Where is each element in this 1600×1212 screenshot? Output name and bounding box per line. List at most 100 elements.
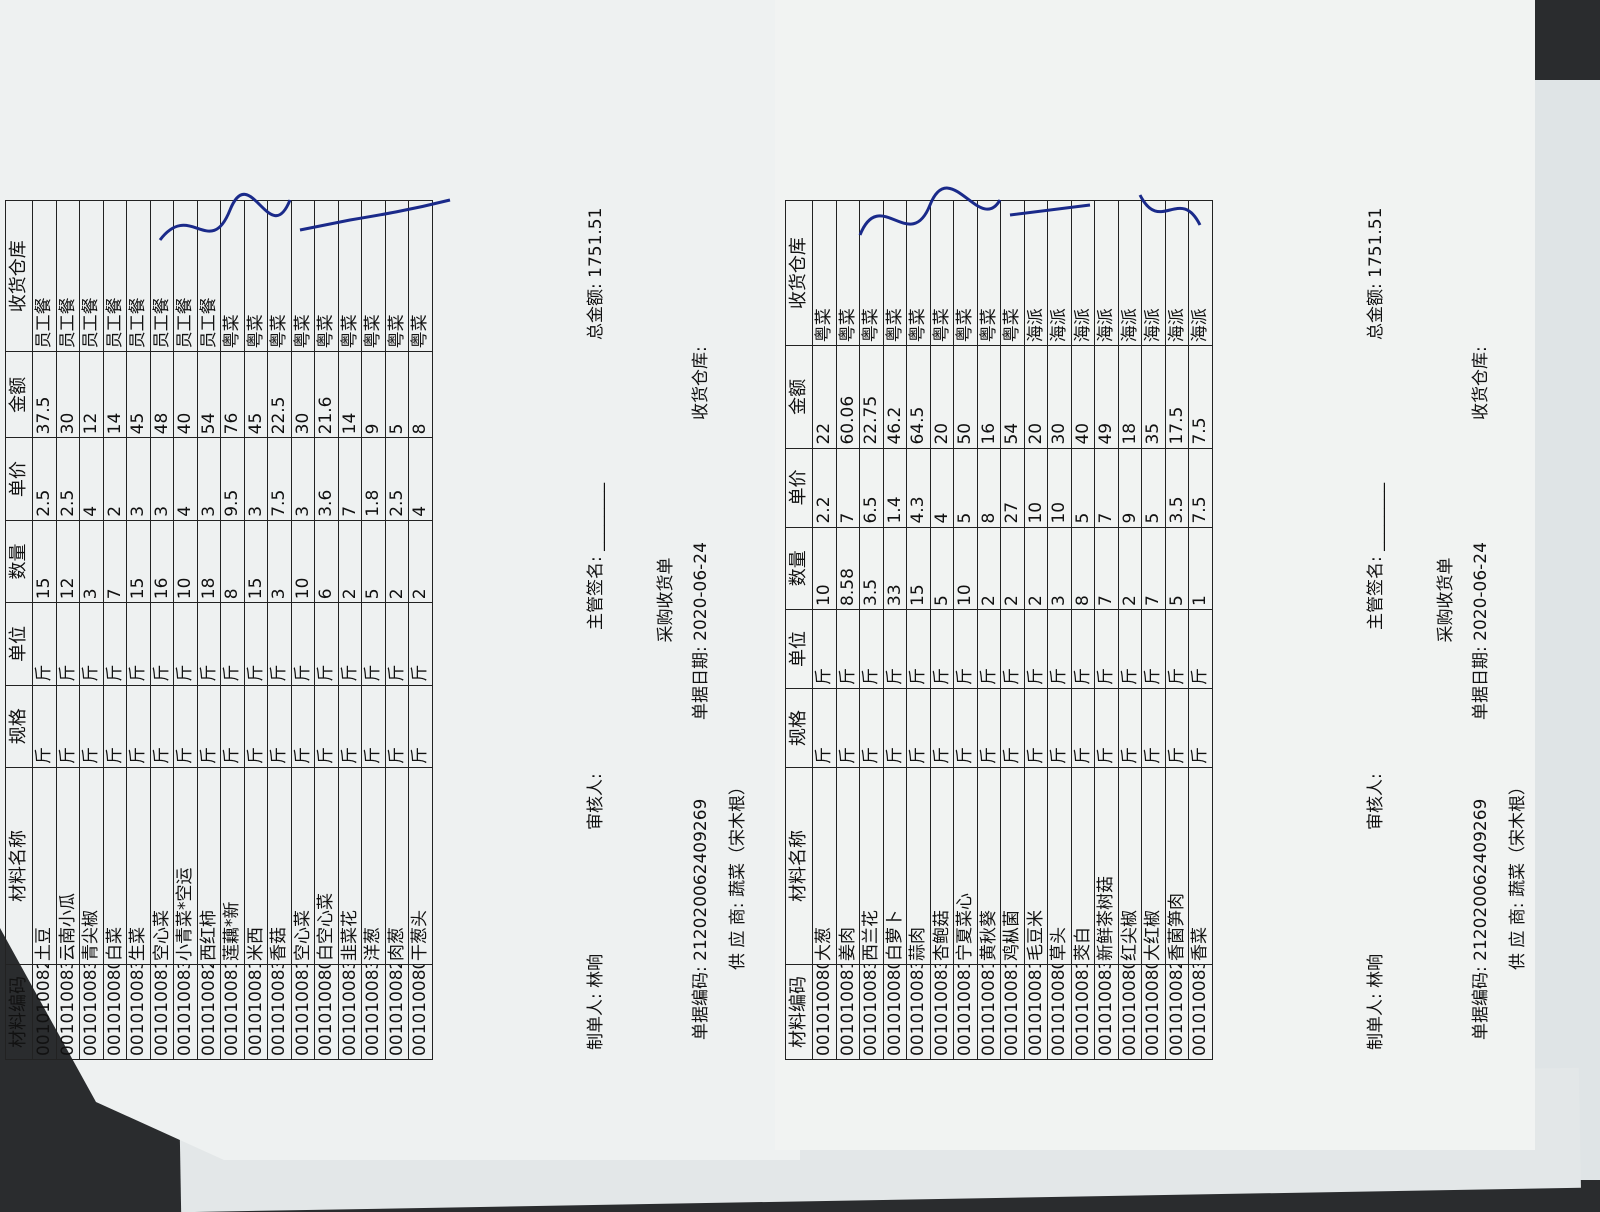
table-cell: 0010100817 bbox=[1024, 964, 1048, 1060]
table-cell: 斤 bbox=[1024, 688, 1048, 768]
table-cell: 粤菜 bbox=[314, 200, 338, 352]
table-cell: 海派 bbox=[1188, 200, 1212, 346]
table-cell: 7.5 bbox=[1188, 448, 1212, 528]
table-cell: 10 bbox=[1047, 448, 1071, 528]
table-cell: 姜肉 bbox=[836, 767, 860, 965]
table-cell: 斤 bbox=[930, 688, 954, 768]
table-cell: 空心菜 bbox=[291, 767, 315, 965]
table-cell: 0010100819 bbox=[953, 964, 977, 1060]
table-cell: 2 bbox=[385, 520, 409, 603]
table-cell: 斤 bbox=[361, 602, 385, 686]
table-cell: 3 bbox=[1047, 527, 1071, 610]
table-cell: 9 bbox=[361, 351, 385, 438]
table-cell: 斤 bbox=[906, 688, 930, 768]
table-cell: 土豆 bbox=[32, 767, 56, 965]
table-cell: 0010100811 bbox=[977, 964, 1001, 1060]
table-cell: 7 bbox=[103, 520, 127, 603]
table-cell: 白菜 bbox=[103, 767, 127, 965]
maker-label: 制单人: 林响 bbox=[1366, 953, 1386, 1050]
document-title: 采购收货单 bbox=[1436, 557, 1456, 643]
receipt-table: 材料编码 材料名称 规格 单位 数量 单价 金额 收货仓库 0010100826 土豆斤斤 15 2.… bbox=[5, 200, 433, 1060]
table-cell: 员工餐 bbox=[56, 200, 80, 352]
table-row: 0010100800 干葱头斤斤 2 4 8 粤菜 bbox=[408, 200, 432, 1060]
table-cell: 2.2 bbox=[812, 448, 836, 528]
table-cell: 斤 bbox=[859, 609, 883, 689]
column-header: 收货仓库 bbox=[785, 200, 813, 346]
table-cell: 46.2 bbox=[883, 345, 907, 449]
table-row: 0010100800 白菜斤斤 7 2 14 员工餐 bbox=[103, 200, 127, 1060]
table-cell: 斤 bbox=[836, 609, 860, 689]
table-cell: 0010100800 bbox=[103, 964, 127, 1060]
table-cell: 斤 bbox=[1094, 688, 1118, 768]
column-header: 数量 bbox=[785, 527, 813, 610]
table-cell: 10 bbox=[173, 520, 197, 603]
table-cell: 斤 bbox=[56, 685, 80, 768]
table-cell: 干葱头 bbox=[408, 767, 432, 965]
table-row: 0010100800 白萝卜斤斤 33 1.4 46.2 粤菜 bbox=[883, 200, 907, 1060]
table-cell: 0010100834 bbox=[859, 964, 883, 1060]
table-cell: 7 bbox=[836, 448, 860, 528]
table-cell: 毛豆米 bbox=[1024, 767, 1048, 965]
table-cell: 0010100829 bbox=[1165, 964, 1189, 1060]
table-cell: 45 bbox=[244, 351, 268, 438]
table-cell: 海派 bbox=[1024, 200, 1048, 346]
table-cell: 斤 bbox=[197, 602, 221, 686]
column-header: 规格 bbox=[5, 685, 33, 768]
table-cell: 20 bbox=[930, 345, 954, 449]
table-cell: 斤 bbox=[1188, 609, 1212, 689]
table-cell: 22.5 bbox=[267, 351, 291, 438]
column-header: 材料名称 bbox=[785, 767, 813, 965]
column-header: 材料编码 bbox=[785, 964, 813, 1060]
table-cell: 肉葱 bbox=[385, 767, 409, 965]
table-cell: 斤 bbox=[408, 685, 432, 768]
table-row: 0010100800 白空心菜斤斤 6 3.6 21.6 粤菜 bbox=[314, 200, 338, 1060]
table-cell: 斤 bbox=[812, 688, 836, 768]
warehouse-label: 收货仓库: bbox=[691, 346, 711, 420]
table-cell: 莲藕*新 bbox=[220, 767, 244, 965]
table-cell: 员工餐 bbox=[150, 200, 174, 352]
table-cell: 斤 bbox=[314, 602, 338, 686]
column-header: 金额 bbox=[785, 345, 813, 449]
table-cell: 粤菜 bbox=[977, 200, 1001, 346]
column-header: 单价 bbox=[5, 437, 33, 521]
table-cell: 17.5 bbox=[1165, 345, 1189, 449]
table-cell: 斤 bbox=[244, 602, 268, 686]
table-cell: 斤 bbox=[220, 685, 244, 768]
table-row: 0010100814 空心菜斤斤 10 3 30 粤菜 bbox=[291, 200, 315, 1060]
table-cell: 2 bbox=[1118, 527, 1142, 610]
table-cell: 员工餐 bbox=[126, 200, 150, 352]
table-cell: 0010100831 bbox=[930, 964, 954, 1060]
doc-number: 单据编码: 212020062409269 bbox=[1471, 798, 1491, 1040]
table-cell: 10 bbox=[812, 527, 836, 610]
table-cell: 斤 bbox=[32, 602, 56, 686]
table-cell: 1 bbox=[1188, 527, 1212, 610]
table-row: 0010100814 空心菜斤斤 16 3 48 员工餐 bbox=[150, 200, 174, 1060]
table-header-row: 材料编码 材料名称 规格 单位 数量 单价 金额 收货仓库 bbox=[5, 200, 33, 1060]
table-cell: 粤菜 bbox=[930, 200, 954, 346]
table-cell: 0010100814 bbox=[150, 964, 174, 1060]
table-cell: 空心菜 bbox=[150, 767, 174, 965]
table-cell: 5 bbox=[385, 351, 409, 438]
table-cell: 斤 bbox=[267, 685, 291, 768]
column-header: 规格 bbox=[785, 688, 813, 768]
table-cell: 粤菜 bbox=[267, 200, 291, 352]
table-row: 0010100834 香菇斤斤 3 7.5 22.5 粤菜 bbox=[267, 200, 291, 1060]
table-cell: 斤 bbox=[1000, 688, 1024, 768]
table-cell: 员工餐 bbox=[103, 200, 127, 352]
table-cell: 斤 bbox=[977, 688, 1001, 768]
table-cell: 粤菜 bbox=[338, 200, 362, 352]
table-row: 0010100834 西兰花斤斤 3.5 6.5 22.75 粤菜 bbox=[859, 200, 883, 1060]
table-cell: 斤 bbox=[1141, 688, 1165, 768]
table-cell: 0010100803 bbox=[1141, 964, 1165, 1060]
table-cell: 0010100801 bbox=[812, 964, 836, 1060]
table-row: 0010100829 香菌笋肉斤斤 5 3.5 17.5 海派 bbox=[1165, 200, 1189, 1060]
column-header: 材料名称 bbox=[5, 767, 33, 965]
table-cell: 5 bbox=[1141, 448, 1165, 528]
table-row: 0010100834 生菜斤斤 15 3 45 员工餐 bbox=[126, 200, 150, 1060]
table-cell: 54 bbox=[197, 351, 221, 438]
column-header: 数量 bbox=[5, 520, 33, 603]
table-cell: 生菜 bbox=[126, 767, 150, 965]
table-cell: 60.06 bbox=[836, 345, 860, 449]
table-cell: 0010100834 bbox=[906, 964, 930, 1060]
doc-number: 单据编码: 212020062409269 bbox=[691, 798, 711, 1040]
